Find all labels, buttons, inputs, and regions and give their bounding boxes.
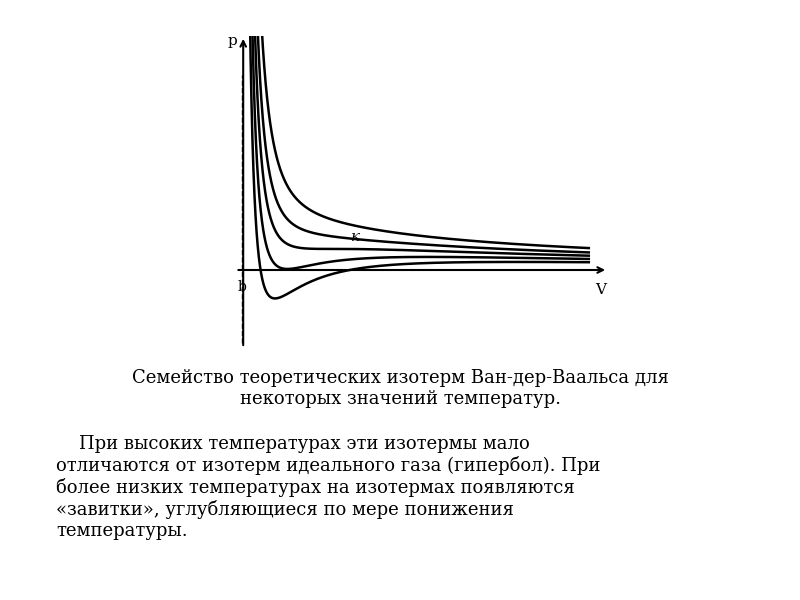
Text: Семейство теоретических изотерм Ван-дер-Ваальса для
некоторых значений температу: Семейство теоретических изотерм Ван-дер-… (131, 369, 669, 408)
Text: к: к (350, 230, 360, 244)
Text: p: p (228, 34, 238, 48)
Text: V: V (595, 283, 606, 297)
Text: При высоких температурах эти изотермы мало
отличаются от изотерм идеального газа: При высоких температурах эти изотермы ма… (56, 435, 600, 540)
Text: b: b (238, 280, 246, 295)
